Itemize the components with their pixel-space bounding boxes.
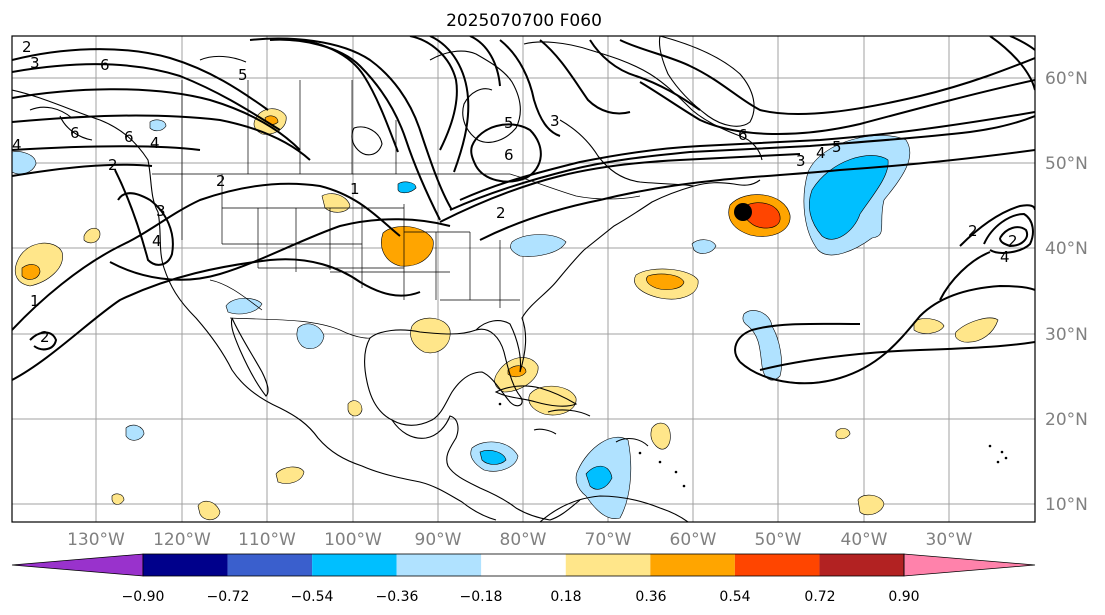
contour-label: 3 [550,112,560,130]
anomaly-shading [12,108,999,521]
lon-label: 110°W [238,530,296,550]
colorbar-cell [143,554,228,576]
contour-label: 6 [100,56,110,74]
lon-label: 40°W [841,530,888,550]
lon-label: 50°W [755,530,802,550]
colorbar-ticks: −0.90 −0.72 −0.54 −0.36 −0.18 0.18 0.36 … [122,589,920,605]
colorbar-tick-label: −0.72 [207,589,250,605]
contour-label: 5 [238,66,248,84]
colorbar-tick-label: 0.54 [719,589,750,605]
contour-label: 2 [108,156,118,174]
lat-label: 20°N [1045,410,1088,430]
contour-label: 2 [496,204,506,222]
contour-label: 3 [156,202,166,220]
colorbar-cell [565,554,651,576]
colorbar-cell [396,554,482,576]
colorbar-cells [11,553,1036,577]
contour-label: 4 [12,136,22,154]
political-borders [152,80,641,339]
colorbar-cell [650,554,735,576]
colorbar-extend-max [903,553,1036,577]
colorbar-cell [481,554,566,576]
contour-label: 2 [216,172,226,190]
small-islands [498,402,1008,488]
contour-label: 3 [30,54,40,72]
colorbar-cell [312,554,397,576]
lon-label: 130°W [67,530,125,550]
lat-label: 60°N [1045,69,1088,89]
lon-label: 90°W [415,530,462,550]
contour-label: 6 [504,146,514,164]
lat-label: 50°N [1045,154,1088,174]
contour-lines [12,36,1035,385]
colorbar-tick-label: −0.36 [376,589,419,605]
colorbar-tick-label: 0.36 [635,589,666,605]
lat-label: 40°N [1045,239,1088,259]
colorbar-extend-min [11,553,144,577]
contour-label: 5 [832,138,842,156]
colorbar-cell [227,554,313,576]
contour-label: 4 [816,144,826,162]
contour-label: 4 [150,134,160,152]
lon-label: 100°W [324,530,382,550]
coastlines [12,36,763,522]
contour-label: 4 [152,232,162,250]
lon-label: 120°W [153,530,211,550]
latitude-labels: 60°N 50°N 40°N 30°N 20°N 10°N [1045,69,1088,515]
map-panel: 2 3 6 5 6 4 6 2 4 2 3 4 1 2 1 2 5 3 6 3 … [11,35,1036,523]
contour-label: 2 [968,222,978,240]
colorbar-cell [734,554,820,576]
contour-label: 3 [796,152,806,170]
contour-label: 6 [124,128,134,146]
contour-label: 5 [504,114,514,132]
map-frame [11,35,1036,523]
contour-label: 2 [22,38,32,56]
contour-label: 6 [70,124,80,142]
lon-label: 30°W [926,530,973,550]
contour-label: 6 [738,126,748,144]
lon-label: 60°W [670,530,717,550]
colorbar: −0.90 −0.72 −0.54 −0.36 −0.18 0.18 0.36 … [11,553,1036,605]
colorbar-tick-label: 0.18 [550,589,581,605]
contour-labels: 2 3 6 5 6 4 6 2 4 2 3 4 1 2 1 2 5 3 6 3 … [12,38,1018,346]
lon-label: 80°W [500,530,547,550]
lat-label: 30°N [1045,325,1088,345]
contour-label: 2 [1008,232,1018,250]
contour-label: 4 [1000,248,1010,266]
lon-label: 70°W [585,530,632,550]
colorbar-cell [819,554,904,576]
colorbar-tick-label: 0.90 [888,589,919,605]
colorbar-tick-label: −0.18 [460,589,503,605]
colorbar-tick-label: −0.90 [122,589,165,605]
longitude-labels: 130°W 120°W 110°W 100°W 90°W 80°W 70°W 6… [67,530,973,550]
contour-label: 1 [30,292,40,310]
lat-label: 10°N [1045,495,1088,515]
contour-label: 1 [350,180,360,198]
contour-label: 2 [40,328,50,346]
map-title: 2025070700 F060 [446,11,602,31]
colorbar-tick-label: 0.72 [804,589,835,605]
colorbar-tick-label: −0.54 [291,589,334,605]
storm-marker [734,203,752,221]
colorbar-outline [142,553,905,577]
